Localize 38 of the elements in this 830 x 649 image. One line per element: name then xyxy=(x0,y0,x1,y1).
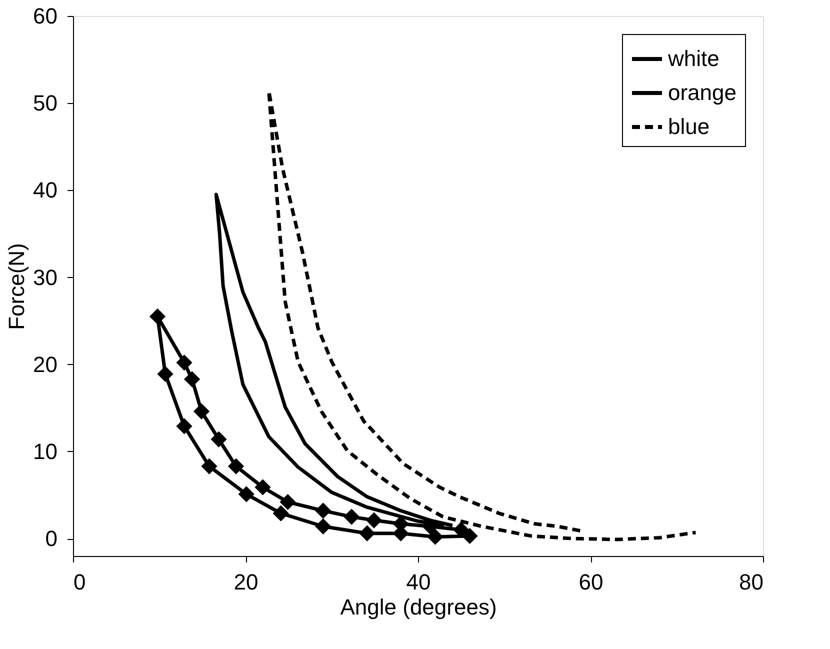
y-tick-label: 30 xyxy=(33,264,58,290)
point xyxy=(254,479,271,496)
point xyxy=(157,366,174,382)
legend-label: blue xyxy=(668,114,710,139)
y-axis-title: Force(N) xyxy=(4,243,30,330)
point xyxy=(210,431,227,448)
x-tick-label: 80 xyxy=(739,570,764,594)
legend-label: white xyxy=(667,46,720,71)
point xyxy=(427,528,444,545)
point xyxy=(184,371,200,388)
y-tick-label: 60 xyxy=(33,4,58,28)
x-tick-label: 20 xyxy=(234,570,258,594)
y-tick-label: 0 xyxy=(45,526,58,552)
point xyxy=(344,508,360,525)
point xyxy=(359,525,376,542)
x-tick-label: 0 xyxy=(74,570,86,594)
x-tick-label: 40 xyxy=(406,570,431,594)
y-tick-label: 10 xyxy=(33,438,58,464)
point xyxy=(149,308,166,325)
point xyxy=(238,486,254,502)
y-tick-label: 50 xyxy=(33,90,58,116)
point xyxy=(462,528,478,544)
x-tick-label: 60 xyxy=(578,570,604,594)
point xyxy=(176,354,192,371)
y-tick-label: 20 xyxy=(33,352,58,377)
point xyxy=(193,403,210,420)
point xyxy=(228,458,244,474)
x-axis-title: Angle (degrees) xyxy=(340,594,497,620)
point xyxy=(272,505,289,522)
point xyxy=(176,418,192,434)
point xyxy=(315,502,332,519)
point xyxy=(366,512,382,528)
point xyxy=(201,458,218,474)
legend-label: orange xyxy=(668,80,737,105)
point xyxy=(280,494,296,510)
point xyxy=(453,522,470,538)
y-tick-label: 40 xyxy=(33,178,58,203)
point xyxy=(315,518,332,534)
